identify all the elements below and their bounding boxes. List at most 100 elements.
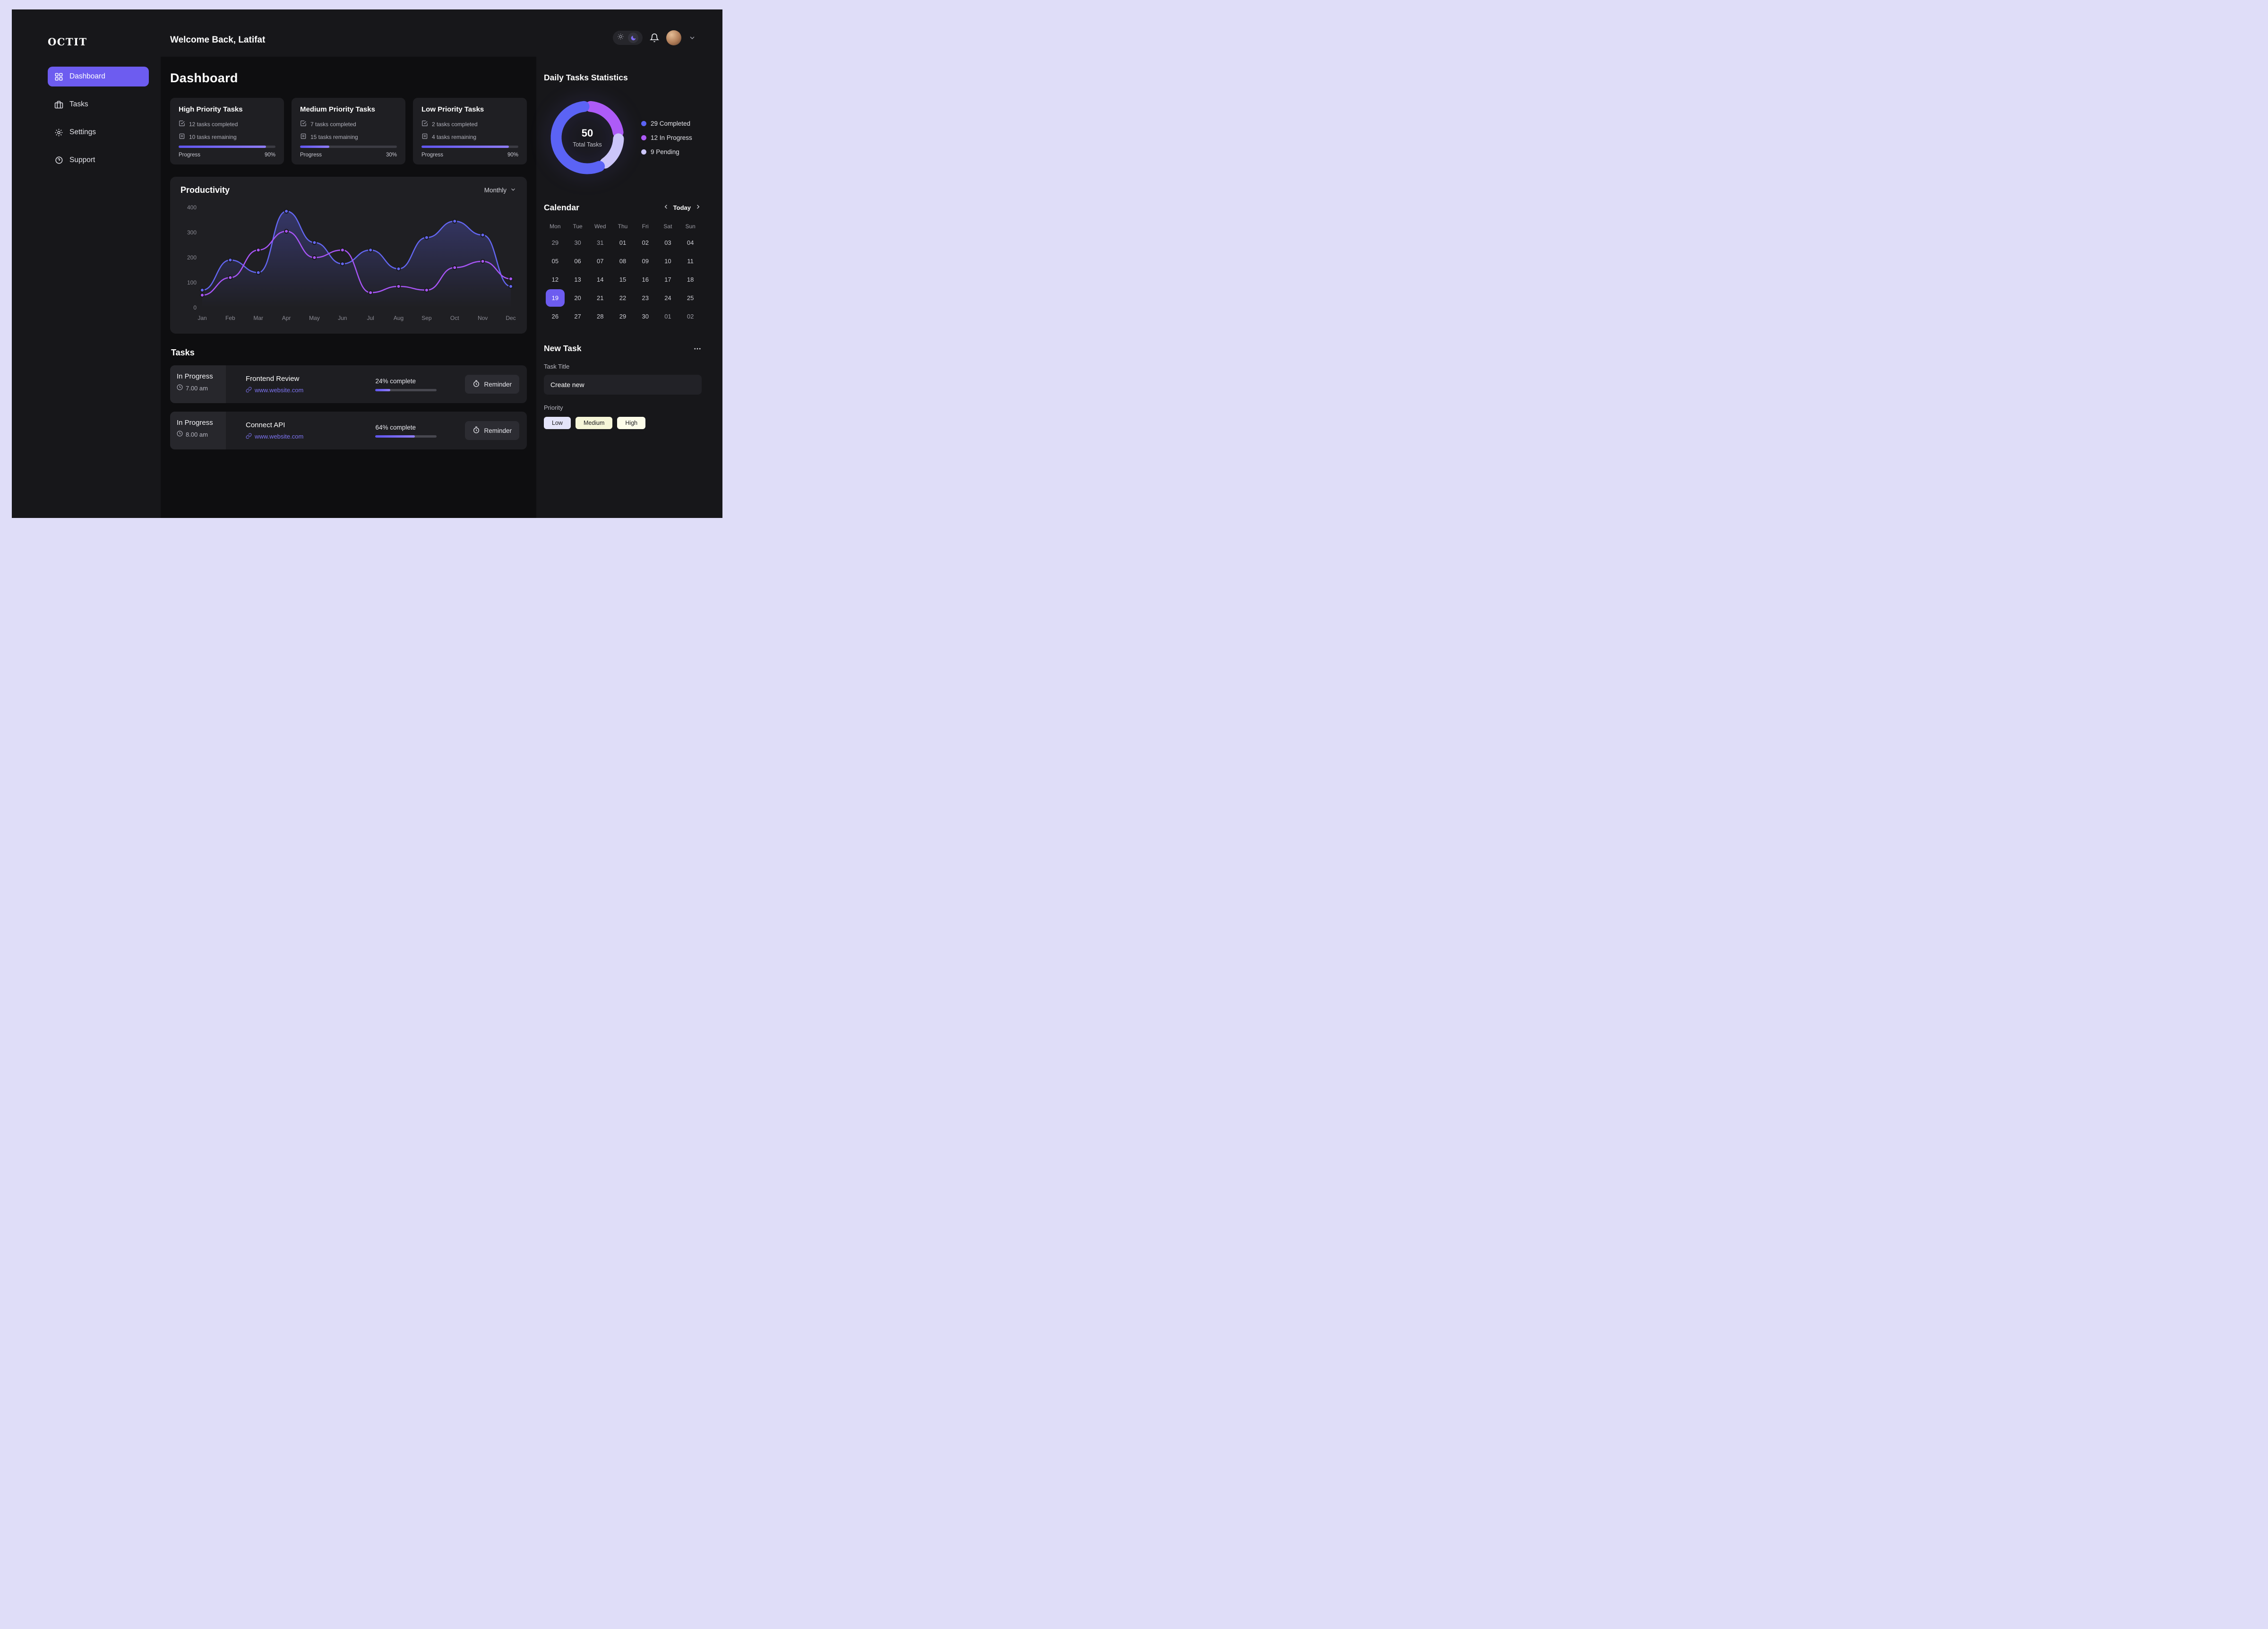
progress-label: Progress [179, 152, 201, 158]
calendar-cell[interactable]: 27 [574, 313, 581, 320]
svg-text:300: 300 [187, 229, 197, 236]
calendar-cell[interactable]: 03 [664, 239, 671, 246]
check-square-icon [300, 120, 307, 128]
calendar-cell[interactable]: 17 [664, 276, 671, 283]
calendar-cell[interactable]: 08 [619, 258, 627, 265]
calendar-cell[interactable]: 01 [619, 239, 627, 246]
welcome-text: Welcome Back, Latifat [170, 35, 266, 45]
chevron-down-icon[interactable] [688, 34, 696, 42]
calendar-cell[interactable]: 22 [619, 294, 627, 302]
svg-text:Nov: Nov [478, 315, 488, 321]
donut-chart: 50 Total Tasks [544, 94, 631, 181]
app-window: OCTIT Dashboard Tasks Settings [12, 9, 722, 518]
reminder-label: Reminder [484, 380, 512, 388]
calendar-cell[interactable]: 10 [664, 258, 671, 265]
priority-medium-button[interactable]: Medium [575, 417, 613, 429]
calendar-cell[interactable]: 13 [574, 276, 581, 283]
task-link[interactable]: www.website.com [246, 387, 375, 394]
calendar-cell[interactable]: 30 [642, 313, 649, 320]
task-time-label: 7.00 am [186, 384, 208, 392]
calendar-cell[interactable]: 11 [687, 258, 694, 265]
calendar-cell[interactable]: 20 [574, 294, 581, 302]
chevron-left-icon[interactable] [662, 203, 670, 213]
sidebar-item-settings[interactable]: Settings [48, 122, 149, 142]
calendar-cell[interactable]: 05 [551, 258, 559, 265]
task-status: In Progress [177, 419, 213, 427]
notifications-bell-icon[interactable] [650, 33, 659, 43]
reminder-button[interactable]: Reminder [465, 421, 519, 440]
calendar-cell[interactable]: 16 [642, 276, 649, 283]
progress-fill [375, 435, 415, 438]
task-link[interactable]: www.website.com [246, 433, 375, 440]
calendar-day-header: Sun [685, 223, 696, 230]
calendar-cell[interactable]: 15 [619, 276, 627, 283]
sidebar-item-label: Tasks [69, 100, 88, 108]
progress-label: Progress [421, 152, 444, 158]
calendar-cell[interactable]: 29 [619, 313, 627, 320]
sidebar-item-dashboard[interactable]: Dashboard [48, 67, 149, 86]
chevron-down-icon [510, 186, 516, 194]
today-button[interactable]: Today [673, 204, 691, 211]
sun-icon[interactable] [617, 33, 624, 43]
calendar-grid: Mon Tue Wed Thu Fri Sat Sun 29 30 31 01 02 03 04 05 06 0… [544, 219, 702, 326]
calendar-day-header: Wed [594, 223, 606, 230]
help-icon [54, 156, 63, 165]
svg-text:May: May [309, 315, 320, 321]
calendar-day-header: Thu [618, 223, 628, 230]
progress-row: Progress 90% [421, 152, 518, 158]
svg-text:Aug: Aug [394, 315, 404, 321]
task-time: 8.00 am [177, 431, 226, 438]
avatar[interactable] [666, 30, 681, 45]
card-title: High Priority Tasks [179, 105, 243, 113]
calendar-nav: Today [662, 203, 702, 213]
sidebar-item-label: Settings [69, 128, 96, 136]
calendar-cell[interactable]: 29 [551, 239, 559, 246]
productivity-card: Productivity Monthly 0 100 200 300 400 Jan Feb… [170, 177, 527, 334]
total-tasks-label: Total Tasks [573, 141, 602, 148]
calendar-cell[interactable]: 01 [664, 313, 671, 320]
calendar-cell[interactable]: 24 [664, 294, 671, 302]
theme-toggle[interactable] [613, 31, 643, 45]
remaining-label: 15 tasks remaining [310, 133, 358, 140]
calendar-cell[interactable]: 21 [597, 294, 604, 302]
progress-bar [300, 146, 397, 148]
legend-dot [641, 135, 646, 140]
tasks-section-title: Tasks [171, 348, 195, 357]
reminder-button[interactable]: Reminder [465, 375, 519, 394]
priority-low-button[interactable]: Low [544, 417, 571, 429]
calendar-cell[interactable]: 02 [642, 239, 649, 246]
calendar-cell[interactable]: 07 [597, 258, 604, 265]
tasks-remaining-text: 10 tasks remaining [179, 133, 275, 141]
moon-icon[interactable] [628, 33, 638, 43]
calendar-cell[interactable]: 23 [642, 294, 649, 302]
task-time-label: 8.00 am [186, 431, 208, 438]
calendar-cell[interactable]: 31 [597, 239, 604, 246]
sidebar-item-support[interactable]: Support [48, 150, 149, 170]
range-select[interactable]: Monthly [484, 186, 516, 194]
card-title: Medium Priority Tasks [300, 105, 375, 113]
svg-text:400: 400 [187, 204, 197, 211]
calendar-cell[interactable]: 06 [574, 258, 581, 265]
calendar-cell[interactable]: 19 [546, 289, 565, 307]
calendar-cell[interactable]: 26 [551, 313, 559, 320]
chevron-right-icon[interactable] [695, 203, 702, 213]
calendar-cell[interactable]: 04 [687, 239, 694, 246]
calendar-cell[interactable]: 12 [551, 276, 559, 283]
clipboard-icon [179, 133, 185, 141]
calendar-cell[interactable]: 14 [597, 276, 604, 283]
priority-high-button[interactable]: High [617, 417, 646, 429]
legend-dot [641, 149, 646, 155]
task-info: Connect API www.website.com [246, 421, 375, 440]
task-title-label: Task Title [544, 363, 570, 370]
more-options-icon[interactable] [693, 345, 702, 353]
calendar-day-header: Fri [642, 223, 649, 230]
calendar-cell[interactable]: 28 [597, 313, 604, 320]
calendar-cell[interactable]: 09 [642, 258, 649, 265]
calendar-cell[interactable]: 02 [687, 313, 694, 320]
task-title-input[interactable] [544, 375, 702, 395]
sidebar-item-tasks[interactable]: Tasks [48, 95, 149, 114]
calendar-cell[interactable]: 25 [687, 294, 694, 302]
calendar-cell[interactable]: 18 [687, 276, 694, 283]
calendar-cell[interactable]: 30 [574, 239, 581, 246]
stats-title: Daily Tasks Statistics [544, 73, 628, 82]
